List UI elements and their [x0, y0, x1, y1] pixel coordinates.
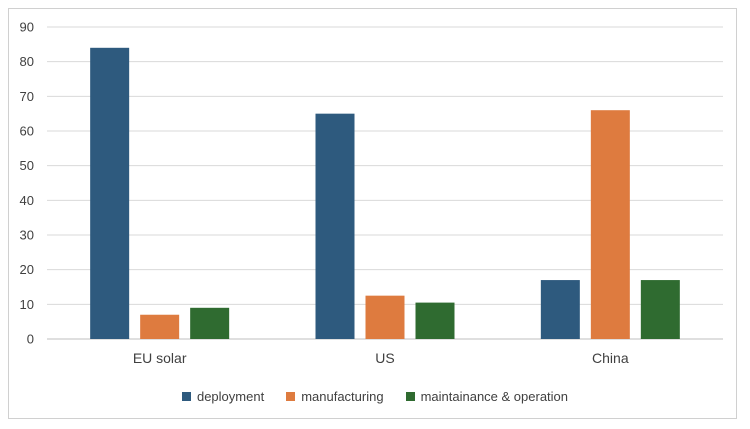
y-axis: 0 10 20 30 40 50 60 70 80 90 — [20, 20, 34, 347]
bar-manufacturing-us — [365, 295, 405, 339]
y-tick-label: 90 — [20, 20, 34, 35]
x-tick-label: EU solar — [133, 350, 187, 366]
y-tick-label: 30 — [20, 228, 34, 243]
x-tick-label: US — [375, 350, 394, 366]
legend-label: maintainance & operation — [420, 388, 569, 404]
bar-deployment-china — [540, 280, 580, 339]
y-tick-label: 60 — [20, 124, 34, 139]
legend: deployment manufacturing maintainance & op… — [0, 386, 750, 406]
x-tick-label: China — [592, 350, 629, 366]
y-tick-label: 80 — [20, 54, 34, 69]
legend-item: maintainance & operation — [405, 388, 569, 404]
y-tick-label: 0 — [27, 332, 34, 347]
bar-maintainance-operation-us — [415, 302, 455, 339]
y-tick-label: 10 — [20, 297, 34, 312]
x-axis: EU solar US China — [133, 350, 629, 366]
bar-deployment-eu-solar — [90, 47, 130, 340]
legend-label: manufacturing — [301, 388, 384, 404]
legend-swatch — [405, 391, 415, 401]
legend-item: deployment — [181, 388, 265, 404]
legend-swatch — [181, 391, 191, 401]
y-tick-label: 20 — [20, 262, 34, 277]
y-tick-label: 70 — [20, 89, 34, 104]
y-tick-label: 50 — [20, 158, 34, 173]
bars — [90, 47, 680, 340]
bar-maintainance-operation-china — [640, 280, 680, 339]
y-tick-label: 40 — [20, 193, 34, 208]
bar-manufacturing-eu-solar — [140, 314, 180, 339]
bar-manufacturing-china — [590, 110, 630, 339]
bar-deployment-us — [315, 113, 355, 340]
legend-label: deployment — [196, 388, 265, 404]
legend-swatch — [286, 391, 296, 401]
bar-maintainance-operation-eu-solar — [190, 307, 230, 339]
legend-item: manufacturing — [286, 388, 384, 404]
